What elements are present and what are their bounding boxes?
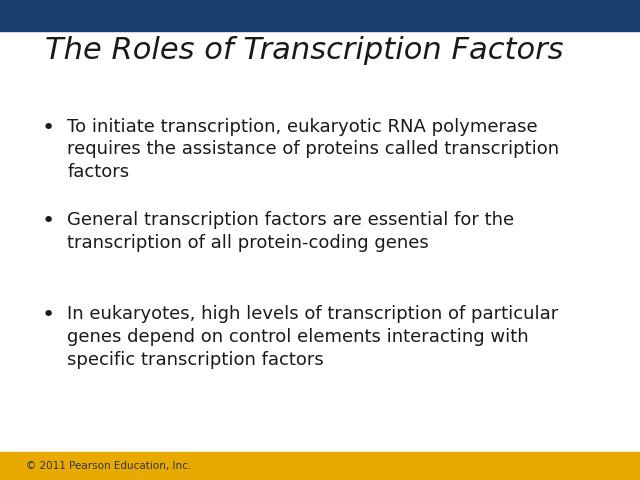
Text: © 2011 Pearson Education, Inc.: © 2011 Pearson Education, Inc. bbox=[26, 461, 191, 471]
Text: The Roles of Transcription Factors: The Roles of Transcription Factors bbox=[45, 36, 563, 65]
Text: In eukaryotes, high levels of transcription of particular
genes depend on contro: In eukaryotes, high levels of transcript… bbox=[67, 305, 559, 369]
Text: •: • bbox=[42, 211, 55, 231]
Text: •: • bbox=[42, 118, 55, 138]
Bar bbox=[0, 452, 640, 480]
Text: •: • bbox=[42, 305, 55, 325]
Text: To initiate transcription, eukaryotic RNA polymerase
requires the assistance of : To initiate transcription, eukaryotic RN… bbox=[67, 118, 559, 181]
Text: General transcription factors are essential for the
transcription of all protein: General transcription factors are essent… bbox=[67, 211, 515, 252]
Bar bbox=[0, 0, 640, 31]
